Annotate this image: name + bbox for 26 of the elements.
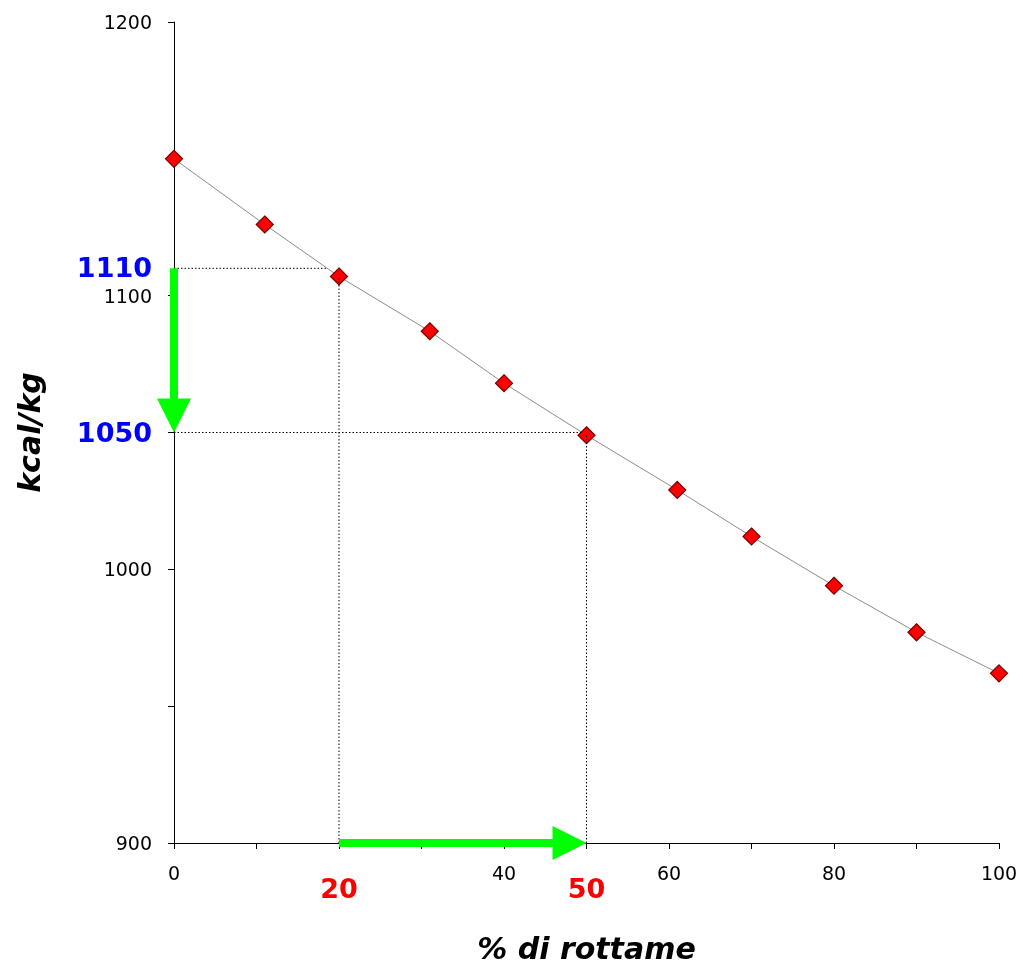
y-tick-label: 1100: [103, 284, 152, 307]
point: [742, 527, 761, 546]
point: [824, 576, 844, 595]
point: [989, 664, 1009, 683]
y-tick-label: 1000: [103, 558, 152, 581]
point: [164, 149, 184, 168]
ref-line-label: 1050: [76, 416, 152, 448]
ref-line-label: 50: [567, 873, 606, 904]
ref-line-label: 1110: [76, 252, 152, 284]
point: [494, 374, 514, 393]
x-axis-title: % di rottame: [477, 930, 696, 966]
point: [668, 480, 687, 500]
point: [255, 215, 274, 234]
point: [420, 322, 439, 341]
point: [577, 426, 596, 445]
x-tick-label: 40: [491, 861, 517, 884]
ref-line-label: 20: [320, 873, 358, 904]
point: [907, 623, 926, 642]
point: [329, 267, 349, 286]
y-tick-label: 900: [115, 832, 152, 854]
y-tick-label: 1200: [103, 11, 152, 33]
y-axis-title: kcal/kg: [11, 372, 47, 493]
x-tick-label: 0: [167, 861, 181, 884]
x-tick-label: 100: [980, 861, 1018, 884]
x-tick-label: 80: [821, 861, 847, 884]
x-tick-label: 60: [656, 861, 682, 884]
